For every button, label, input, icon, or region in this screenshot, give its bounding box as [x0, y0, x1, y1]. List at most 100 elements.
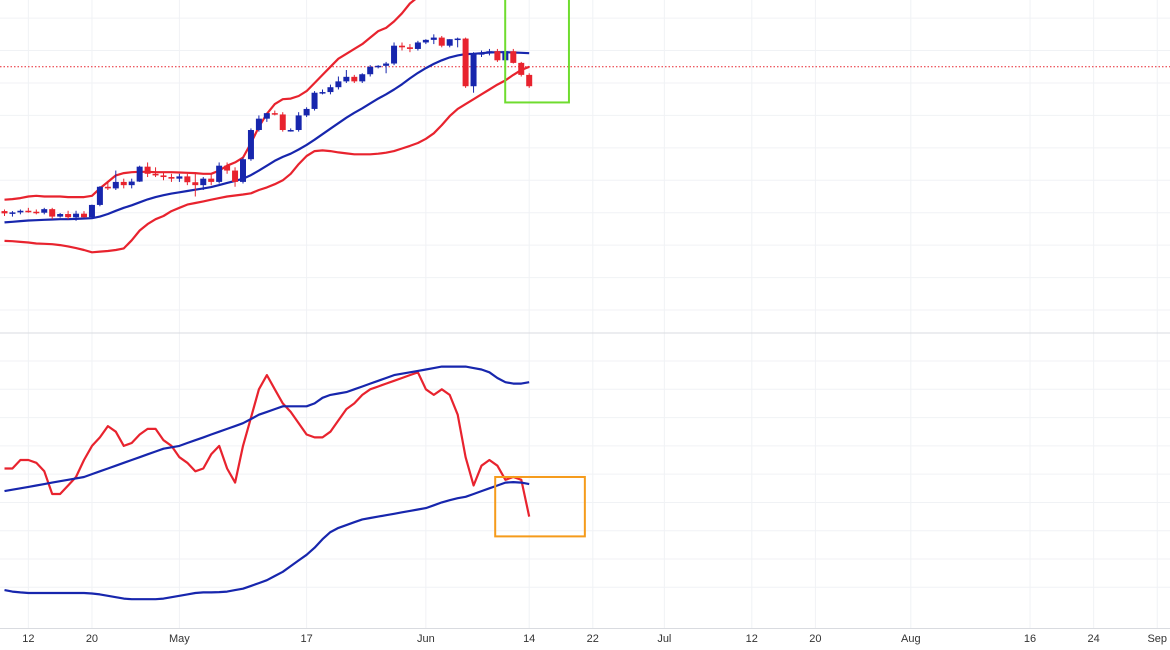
- candle[interactable]: [375, 65, 382, 69]
- candle[interactable]: [351, 74, 358, 83]
- candle[interactable]: [391, 42, 398, 66]
- candle[interactable]: [399, 42, 405, 51]
- candle-body: [526, 74, 533, 87]
- candle[interactable]: [359, 73, 366, 83]
- candle[interactable]: [247, 128, 254, 161]
- candle[interactable]: [88, 204, 95, 218]
- x-tick-label: Jun: [417, 633, 435, 645]
- candle[interactable]: [216, 162, 223, 184]
- candle[interactable]: [295, 112, 302, 132]
- candle-body: [41, 209, 48, 213]
- candle-body: [112, 181, 119, 189]
- candle-body: [414, 42, 421, 49]
- candle[interactable]: [160, 172, 167, 181]
- candle-body: [478, 53, 485, 55]
- bollinger-upper-band[interactable]: [4, 0, 530, 201]
- oscillator-panel[interactable]: [4, 365, 586, 601]
- candle[interactable]: [343, 70, 350, 83]
- candle-body: [96, 186, 103, 205]
- candle-body: [271, 113, 278, 115]
- candle[interactable]: [200, 177, 207, 191]
- candle[interactable]: [414, 40, 421, 51]
- candle[interactable]: [406, 44, 413, 53]
- candle[interactable]: [41, 207, 48, 215]
- candle[interactable]: [303, 107, 310, 118]
- candle[interactable]: [65, 210, 72, 220]
- x-tick-label: 16: [1024, 633, 1036, 645]
- candle-body: [57, 214, 64, 217]
- candle[interactable]: [112, 170, 119, 191]
- candle-body: [152, 173, 159, 176]
- candle[interactable]: [438, 35, 445, 48]
- candle[interactable]: [478, 50, 485, 58]
- candle-body: [200, 178, 207, 186]
- candle[interactable]: [120, 178, 127, 189]
- candle[interactable]: [255, 115, 262, 132]
- candle[interactable]: [271, 110, 278, 116]
- candle[interactable]: [422, 39, 429, 45]
- candle[interactable]: [240, 157, 246, 184]
- candle[interactable]: [152, 167, 159, 178]
- bollinger-lower-band[interactable]: [4, 65, 530, 254]
- candle[interactable]: [430, 34, 437, 45]
- candle[interactable]: [168, 173, 175, 182]
- candle[interactable]: [25, 207, 32, 213]
- candle[interactable]: [9, 211, 16, 217]
- candle[interactable]: [96, 186, 103, 207]
- candle[interactable]: [184, 173, 191, 186]
- x-tick-label: 17: [300, 633, 312, 645]
- bollinger-basis-line[interactable]: [4, 51, 530, 224]
- candle[interactable]: [486, 48, 493, 56]
- candle-body: [430, 37, 437, 40]
- time-axis[interactable]: 12 20 May 17 Jun 14 22 Jul 12 20 Aug 16 24 Sep: [0, 628, 1170, 646]
- candle-body: [422, 39, 429, 43]
- candle[interactable]: [494, 48, 501, 62]
- candle[interactable]: [33, 209, 40, 215]
- oscillator-upper-band-line[interactable]: [4, 365, 530, 493]
- candle[interactable]: [367, 65, 374, 77]
- candle-body: [104, 186, 111, 189]
- candle[interactable]: [57, 213, 64, 218]
- candle[interactable]: [470, 52, 477, 93]
- candle[interactable]: [224, 162, 231, 174]
- candle[interactable]: [462, 37, 469, 88]
- candle-body: [287, 130, 294, 132]
- candle[interactable]: [81, 211, 87, 218]
- candle[interactable]: [136, 165, 143, 182]
- grid-lines: [0, 0, 1170, 628]
- candle[interactable]: [279, 112, 286, 132]
- candle[interactable]: [263, 112, 270, 122]
- candle[interactable]: [144, 162, 151, 178]
- candle-body: [33, 211, 40, 214]
- candle[interactable]: [446, 39, 453, 48]
- price-panel[interactable]: [0, 0, 1170, 254]
- candle[interactable]: [518, 61, 525, 77]
- candle[interactable]: [17, 209, 24, 215]
- candle-body: [351, 76, 358, 82]
- candle[interactable]: [383, 61, 390, 74]
- candle[interactable]: [104, 181, 111, 191]
- candle-body: [311, 92, 318, 109]
- candle[interactable]: [128, 178, 135, 189]
- candle[interactable]: [327, 84, 334, 95]
- oscillator-oscillator-line[interactable]: [4, 371, 531, 517]
- candle[interactable]: [208, 173, 215, 186]
- candle[interactable]: [510, 48, 517, 64]
- candle[interactable]: [287, 128, 294, 132]
- candle-body: [88, 204, 95, 218]
- candle[interactable]: [49, 207, 56, 220]
- candle[interactable]: [1, 209, 8, 216]
- candle[interactable]: [192, 173, 199, 197]
- candle[interactable]: [311, 91, 318, 111]
- candle[interactable]: [335, 76, 342, 90]
- candle[interactable]: [232, 167, 239, 187]
- candle[interactable]: [319, 89, 326, 95]
- candle-body: [25, 210, 32, 213]
- candle[interactable]: [176, 173, 183, 182]
- oscillator-lower-band-line[interactable]: [4, 481, 530, 601]
- candle[interactable]: [73, 210, 80, 221]
- x-tick-label: Jul: [657, 633, 671, 645]
- candle[interactable]: [454, 37, 461, 48]
- candle[interactable]: [526, 73, 533, 88]
